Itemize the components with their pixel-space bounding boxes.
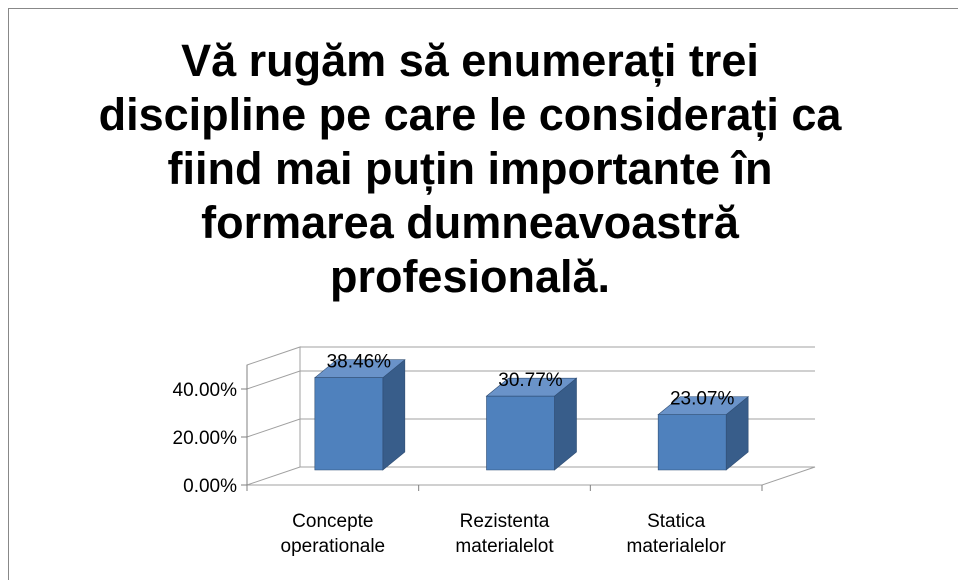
x-tick-label: Concepte: [292, 511, 373, 532]
frame: [8, 8, 958, 580]
value-label: 38.46%: [327, 352, 392, 373]
bar: [657, 395, 750, 471]
bar: [313, 359, 406, 471]
side-wall: [246, 346, 301, 485]
value-label: 30.77%: [498, 370, 563, 391]
x-tick-label: Rezistenta: [460, 511, 550, 532]
x-tick-label: operationale: [281, 536, 386, 557]
x-tick-label: materialelot: [455, 536, 554, 557]
bar-front: [314, 377, 384, 471]
chart-title: Vă rugăm să enumerați trei discipline pe…: [98, 35, 842, 302]
value-label: 23.07%: [670, 389, 735, 410]
bar-front: [657, 414, 727, 471]
grid-line: [246, 466, 815, 486]
y-tick-label: 40.00%: [173, 380, 238, 401]
x-tick-label: materialelor: [627, 536, 727, 557]
bar-side: [382, 359, 406, 471]
bar: [485, 377, 578, 471]
x-tick-label: Statica: [647, 511, 706, 532]
grid-line: [246, 370, 815, 390]
grid-line: [246, 418, 815, 438]
y-tick-label: 0.00%: [183, 476, 237, 497]
y-tick-label: 20.00%: [173, 428, 238, 449]
bar-front: [486, 395, 555, 471]
